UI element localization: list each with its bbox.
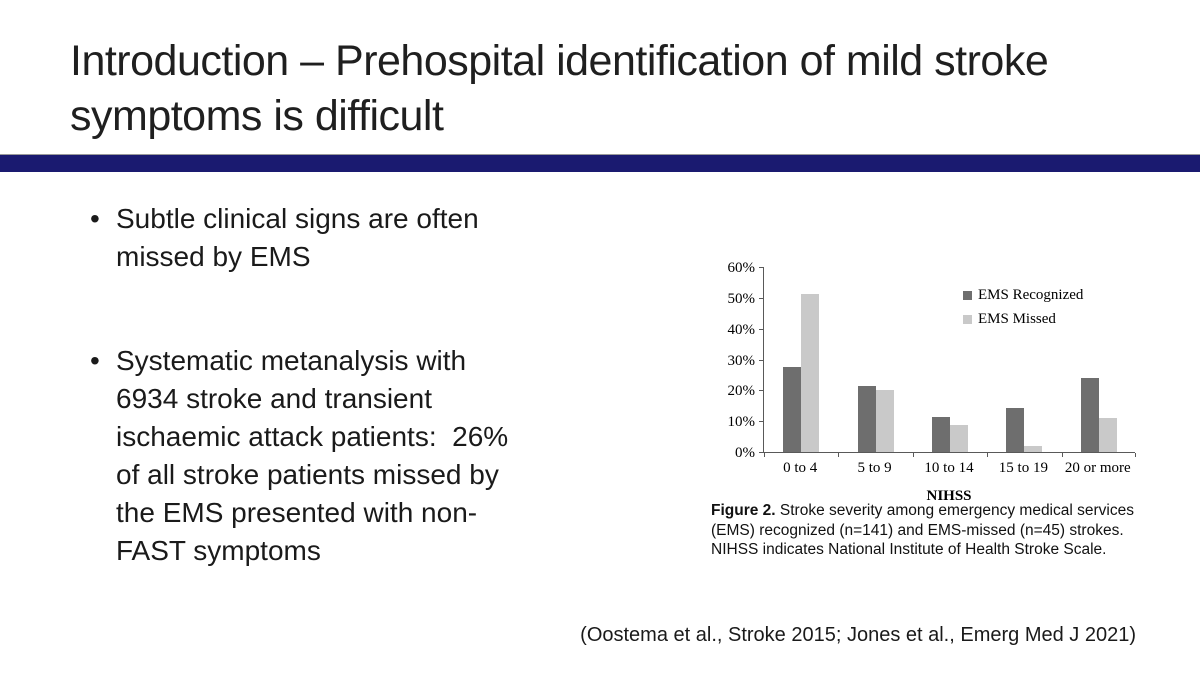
x-tick-label: 5 to 9 bbox=[857, 460, 892, 476]
x-tick-mark bbox=[912, 453, 914, 457]
bullet-item: • Systematic metanalysis with 6934 strok… bbox=[90, 342, 650, 570]
accent-divider bbox=[0, 154, 1200, 172]
x-tick-mark bbox=[1061, 453, 1063, 457]
y-tick-label: 30% bbox=[727, 352, 756, 369]
x-tick-mark bbox=[987, 453, 989, 457]
x-tick-mark bbox=[838, 453, 840, 457]
legend-swatch-ems-missed bbox=[963, 315, 972, 324]
bullet-item: • Subtle clinical signs are often missed… bbox=[90, 200, 650, 276]
y-tick-label: 0% bbox=[735, 445, 755, 461]
legend-label: EMS Recognized bbox=[978, 287, 1084, 303]
chart-plot bbox=[759, 267, 1136, 457]
bar-ems-missed bbox=[1024, 445, 1043, 452]
bar-ems-recognized bbox=[783, 366, 802, 452]
y-tick-label: 10% bbox=[727, 414, 756, 431]
figure-caption-label: Figure 2. bbox=[711, 502, 776, 519]
y-tick-mark bbox=[759, 421, 764, 423]
chart-legend: EMS Recognized EMS Missed bbox=[963, 288, 1083, 336]
bar-ems-recognized bbox=[932, 417, 950, 452]
chart: 0% 10% 20% 30% 40% 50% 60% 0 to 4 5 to 9 10 to 1… bbox=[715, 258, 1185, 504]
y-tick-label: 20% bbox=[727, 383, 756, 400]
x-tick-label: 10 to 14 bbox=[924, 460, 974, 476]
y-tick-label: 60% bbox=[727, 260, 756, 276]
bar-ems-recognized bbox=[857, 386, 876, 452]
bullet-marker: • bbox=[90, 345, 100, 376]
y-tick-mark bbox=[759, 267, 764, 268]
slide-title: Introduction – Prehospital identificatio… bbox=[70, 37, 1049, 140]
bar-ems-missed bbox=[1098, 418, 1117, 452]
y-tick-mark bbox=[759, 328, 764, 330]
x-tick-label: 15 to 19 bbox=[998, 460, 1048, 476]
bar-ems-missed bbox=[875, 390, 894, 452]
y-tick-label: 50% bbox=[727, 290, 756, 307]
bullet-marker: • bbox=[90, 203, 100, 234]
citation: (Oostema et al., Stroke 2015; Jones et a… bbox=[580, 624, 1136, 646]
legend-label: EMS Missed bbox=[978, 311, 1056, 327]
bar-ems-missed bbox=[801, 294, 820, 452]
x-tick-label: 20 or more bbox=[1064, 460, 1131, 476]
chart-xaxis-labels: 0 to 4 5 to 9 10 to 14 15 to 19 20 or more bbox=[763, 460, 1135, 480]
bar-ems-recognized bbox=[1006, 408, 1025, 452]
bullet-text: Systematic metanalysis with 6934 stroke … bbox=[116, 345, 509, 566]
legend-row: EMS Missed bbox=[963, 312, 1083, 327]
x-tick-label: 0 to 4 bbox=[783, 460, 818, 476]
figure-caption: Figure 2. Stroke severity among emergenc… bbox=[711, 501, 1159, 560]
y-tick-label: 40% bbox=[727, 321, 756, 338]
y-tick-mark bbox=[759, 390, 764, 392]
legend-swatch-ems-recognized bbox=[963, 291, 972, 300]
bar-ems-missed bbox=[950, 425, 968, 452]
y-tick-mark bbox=[759, 359, 764, 361]
y-tick-mark bbox=[759, 452, 764, 453]
x-tick-mark bbox=[764, 453, 765, 457]
bullet-list: • Subtle clinical signs are often missed… bbox=[90, 200, 650, 636]
bar-ems-recognized bbox=[1080, 377, 1099, 452]
bullet-text: Subtle clinical signs are often missed b… bbox=[116, 203, 479, 272]
chart-yaxis-labels: 0% 10% 20% 30% 40% 50% 60% bbox=[715, 260, 757, 461]
x-tick-mark bbox=[1135, 453, 1136, 457]
figure-caption-text: Stroke severity among emergency medical … bbox=[711, 502, 1134, 558]
legend-row: EMS Recognized bbox=[963, 288, 1083, 303]
chart-xaxis-title: NIHSS bbox=[926, 488, 972, 504]
y-tick-mark bbox=[759, 297, 764, 299]
